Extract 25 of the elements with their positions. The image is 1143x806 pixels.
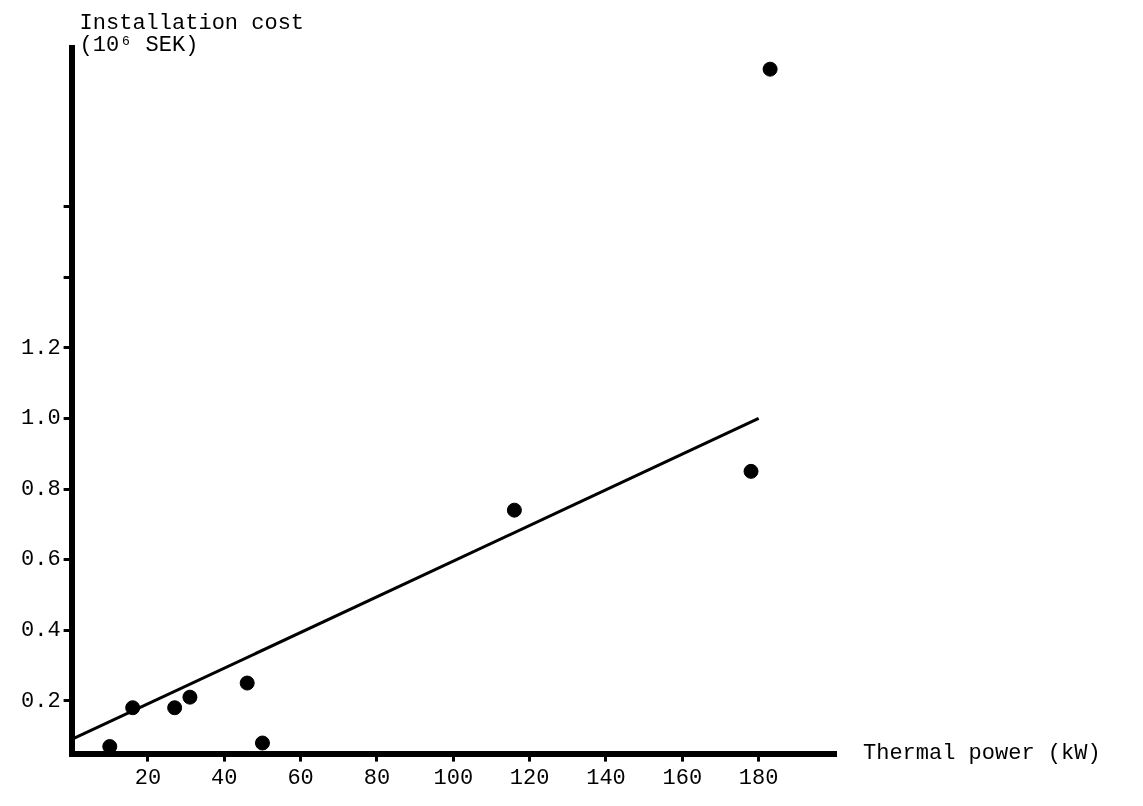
point <box>182 689 198 705</box>
y-tick-label: 0.6 <box>21 547 61 573</box>
x-tick-label: 180 <box>738 765 779 791</box>
x-tick-label: 140 <box>586 765 626 791</box>
x-tick-label: 40 <box>211 765 238 791</box>
point <box>125 700 141 716</box>
point <box>762 61 778 77</box>
y-tick-label: 1.2 <box>21 335 61 361</box>
x-tick-label: 160 <box>662 765 703 791</box>
x-tick-label: 100 <box>433 765 474 791</box>
y-tick-label: 1.0 <box>21 406 61 432</box>
y-tick-label: 0.2 <box>21 688 61 714</box>
y-tick-label: 0.4 <box>21 617 61 643</box>
point <box>167 700 183 716</box>
point <box>239 675 255 691</box>
point <box>254 735 270 751</box>
x-tick-label: 80 <box>363 765 391 791</box>
x-axis-title: Thermal power (kW) <box>863 741 1101 767</box>
point <box>506 502 522 518</box>
point <box>743 463 759 479</box>
x-tick-label: 20 <box>134 765 162 791</box>
y-tick-label: 0.8 <box>21 476 61 502</box>
y-axis-title: Installation cost (10⁶ SEK) <box>79 10 305 58</box>
x-tick-label: 60 <box>287 765 314 791</box>
x-tick-label: 120 <box>509 765 550 791</box>
